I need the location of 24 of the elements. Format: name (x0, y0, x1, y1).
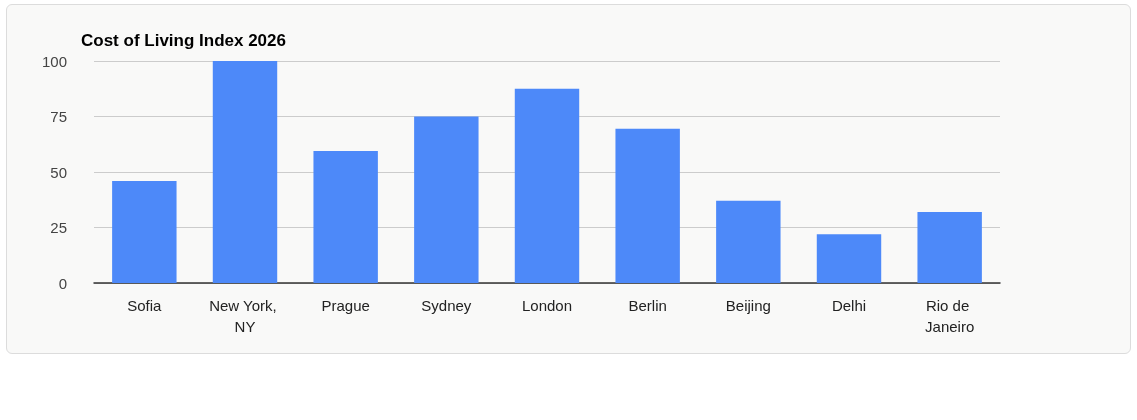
bar (716, 200, 781, 283)
bar (313, 150, 378, 283)
bar (615, 128, 680, 283)
x-tick-label: Prague (321, 297, 370, 314)
x-tick-label: Sofia (127, 297, 163, 314)
bar (414, 116, 479, 283)
x-tick-label: New York, NY (209, 297, 281, 335)
bar (514, 88, 580, 283)
y-tick-label: 75 (50, 108, 67, 125)
x-tick-label: Berlin (628, 297, 667, 314)
y-tick-label: 100 (41, 52, 67, 70)
y-tick-label: 0 (58, 274, 67, 292)
bar (212, 61, 278, 283)
y-tick-label: 50 (50, 163, 67, 181)
x-tick-label: Rio de Janeiro (925, 297, 975, 335)
x-tick-label: London (521, 297, 573, 314)
x-tick-label: Delhi (831, 297, 867, 314)
y-tick-label: 25 (50, 219, 67, 236)
bar (917, 211, 982, 283)
x-tick-label: Beijing (725, 297, 771, 314)
bar (112, 180, 177, 283)
x-tick-label: Sydney (421, 297, 472, 314)
bar (816, 234, 882, 283)
chart-title: Cost of Living Index 2026 (81, 31, 286, 50)
